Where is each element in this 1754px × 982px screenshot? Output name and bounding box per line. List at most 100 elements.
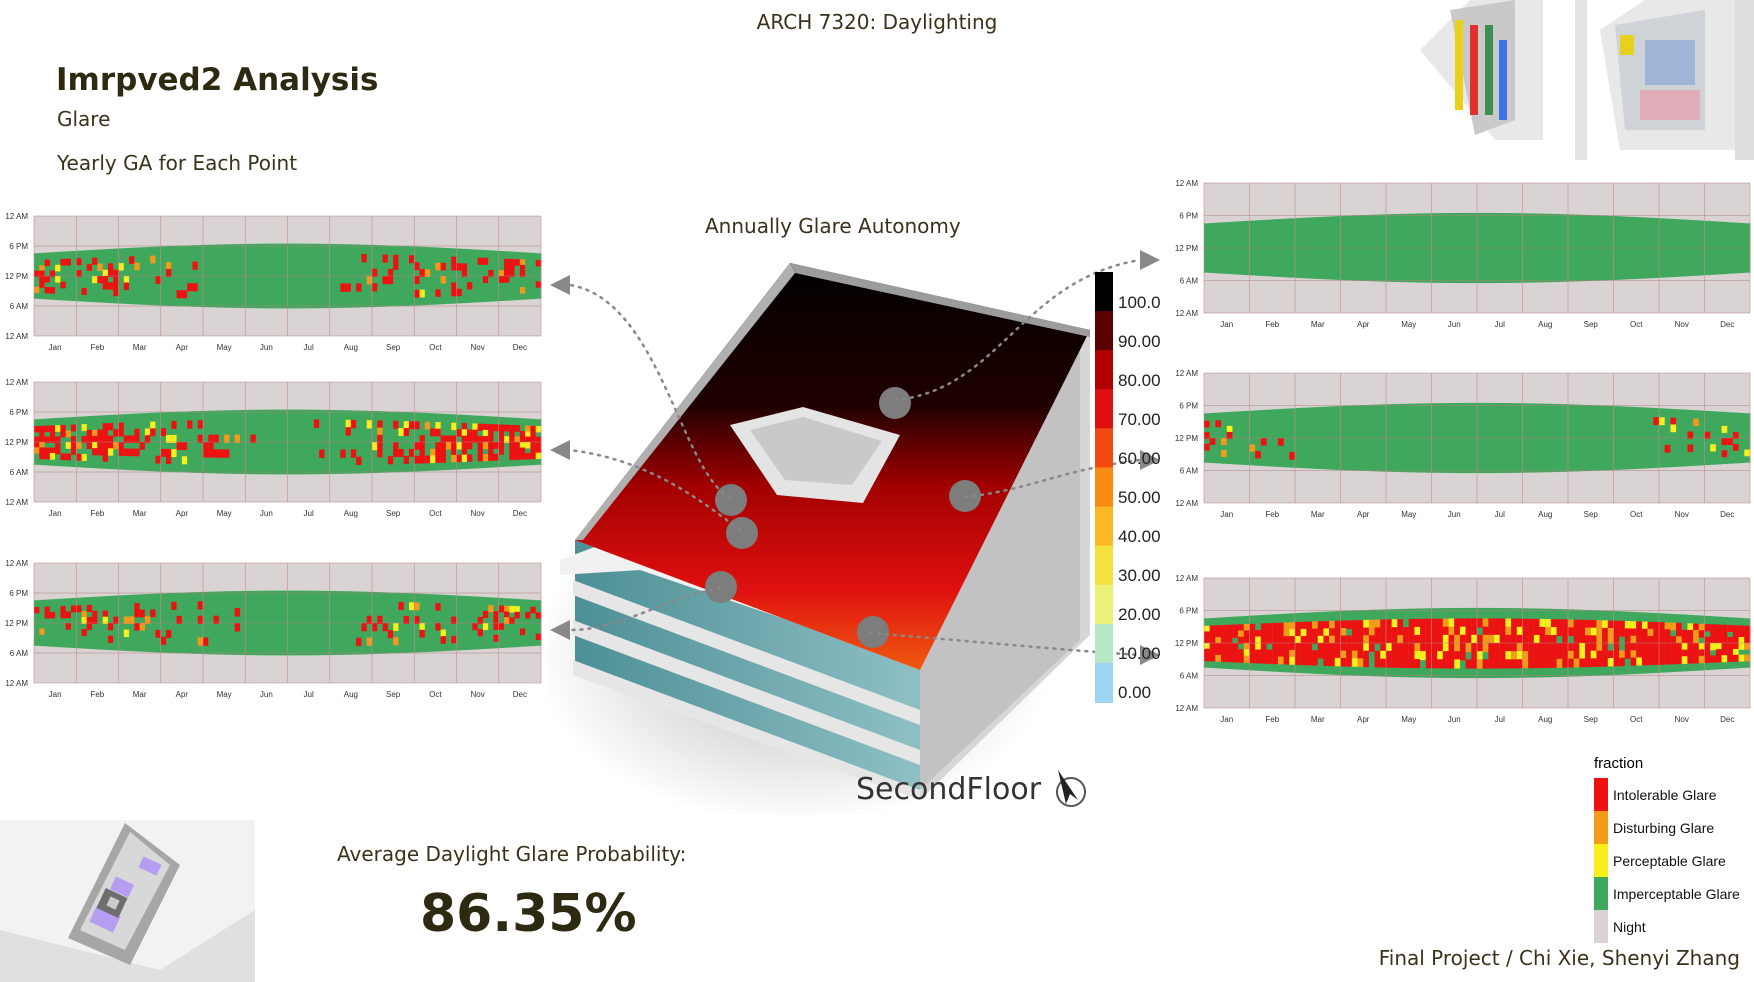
glare-cell bbox=[477, 454, 484, 462]
glare-cell bbox=[1619, 657, 1626, 667]
glare-cell bbox=[1596, 650, 1603, 660]
glare-cell bbox=[1715, 630, 1723, 638]
glare-cell bbox=[435, 603, 442, 611]
glare-cell bbox=[49, 430, 56, 438]
glare-cell bbox=[1232, 624, 1239, 632]
x-tick-label: Jul bbox=[304, 343, 314, 352]
glare-cell bbox=[1636, 650, 1643, 659]
glare-cell bbox=[60, 430, 67, 438]
glare-cell bbox=[504, 264, 510, 272]
glare-cell bbox=[387, 268, 394, 277]
glare-cell bbox=[1255, 649, 1262, 657]
y-tick-label: 12 AM bbox=[5, 332, 28, 341]
course-title: ARCH 7320: Daylighting bbox=[756, 10, 998, 34]
glare-cell bbox=[97, 448, 104, 456]
glare-cell bbox=[1272, 622, 1279, 631]
glare-cell bbox=[1431, 651, 1438, 661]
glare-cell bbox=[1317, 628, 1324, 637]
glare-cell bbox=[1573, 658, 1580, 668]
scale-swatch bbox=[1095, 428, 1113, 469]
glare-cell bbox=[1351, 658, 1359, 667]
legend-label: Disturbing Glare bbox=[1613, 820, 1714, 836]
glare-cell bbox=[1641, 650, 1649, 659]
x-tick-label: Oct bbox=[1630, 715, 1643, 724]
y-tick-label: 6 AM bbox=[1180, 672, 1199, 681]
glare-cell bbox=[1550, 650, 1558, 660]
glare-cell bbox=[488, 453, 494, 461]
x-tick-label: Apr bbox=[176, 343, 189, 352]
x-tick-label: Sep bbox=[1584, 715, 1599, 724]
glare-cell bbox=[1403, 658, 1410, 668]
glare-cell bbox=[1312, 657, 1319, 666]
glare-cell bbox=[408, 602, 415, 611]
glare-cell bbox=[123, 448, 130, 457]
glare-cell bbox=[1545, 643, 1552, 652]
glare-cell bbox=[1693, 418, 1700, 427]
glare-cell bbox=[1659, 629, 1666, 638]
glare-cell bbox=[1209, 625, 1216, 633]
glare-cell bbox=[377, 434, 384, 443]
glare-cell bbox=[387, 276, 394, 285]
glare-cell bbox=[1249, 444, 1256, 452]
glare-cell bbox=[440, 455, 447, 463]
glare-cell bbox=[102, 435, 109, 443]
glare-cell bbox=[1670, 417, 1677, 426]
glare-cell bbox=[1204, 420, 1211, 428]
glare-cell bbox=[1283, 622, 1290, 631]
glare-cell bbox=[514, 442, 521, 449]
glare-cell bbox=[1312, 621, 1319, 630]
glare-cell bbox=[1249, 630, 1256, 638]
glare-cell bbox=[187, 420, 193, 429]
glare-cell bbox=[213, 434, 220, 443]
glare-cell bbox=[150, 255, 156, 264]
glare-cell bbox=[1511, 634, 1518, 644]
glare-cell bbox=[1408, 626, 1415, 636]
glare-cell bbox=[1505, 634, 1512, 644]
glare-cell bbox=[467, 282, 473, 290]
glare-cell bbox=[1403, 627, 1410, 637]
glare-cell bbox=[504, 605, 510, 613]
glare-cell bbox=[176, 442, 183, 451]
glare-cell bbox=[1545, 635, 1552, 644]
glare-cell bbox=[1670, 649, 1677, 658]
glare-cell bbox=[1641, 643, 1649, 652]
y-tick-label: 12 AM bbox=[1175, 179, 1198, 188]
glare-cell bbox=[55, 425, 61, 432]
glare-cell bbox=[1397, 650, 1404, 660]
glare-cell bbox=[498, 424, 505, 432]
glare-cell bbox=[535, 260, 542, 267]
glare-cell bbox=[81, 453, 88, 461]
glare-cell bbox=[525, 612, 531, 619]
glare-cell bbox=[1226, 431, 1233, 439]
glare-cell bbox=[166, 455, 172, 464]
x-tick-label: Mar bbox=[1311, 510, 1325, 519]
glare-cell bbox=[1368, 627, 1376, 637]
x-tick-label: Sep bbox=[1584, 510, 1599, 519]
glare-cell bbox=[1721, 630, 1728, 638]
glare-cell bbox=[65, 453, 72, 461]
glare-cell bbox=[467, 454, 473, 462]
glare-cell bbox=[234, 434, 241, 443]
glare-cell bbox=[76, 258, 83, 266]
y-tick-label: 12 PM bbox=[1175, 434, 1198, 443]
glare-cell bbox=[86, 442, 93, 450]
scale-swatch bbox=[1095, 584, 1113, 625]
glare-cell bbox=[208, 449, 215, 458]
glare-cell bbox=[525, 431, 531, 438]
glare-cell bbox=[1215, 654, 1222, 662]
glare-cell bbox=[1249, 643, 1256, 651]
glare-cell bbox=[1459, 651, 1467, 661]
glare-cell bbox=[1539, 659, 1546, 669]
glare-cell bbox=[1641, 628, 1649, 637]
glare-cell bbox=[1437, 643, 1444, 653]
glare-cell bbox=[1636, 657, 1643, 666]
glare-cell bbox=[1238, 636, 1245, 644]
glare-cell bbox=[1226, 643, 1233, 651]
glare-cell bbox=[1289, 656, 1296, 665]
glare-cell bbox=[1693, 655, 1700, 664]
glare-cell bbox=[134, 609, 141, 618]
glare-cell bbox=[1590, 620, 1597, 629]
glare-cell bbox=[107, 442, 114, 450]
glare-cell bbox=[398, 601, 405, 610]
glare-cell bbox=[1744, 637, 1751, 644]
